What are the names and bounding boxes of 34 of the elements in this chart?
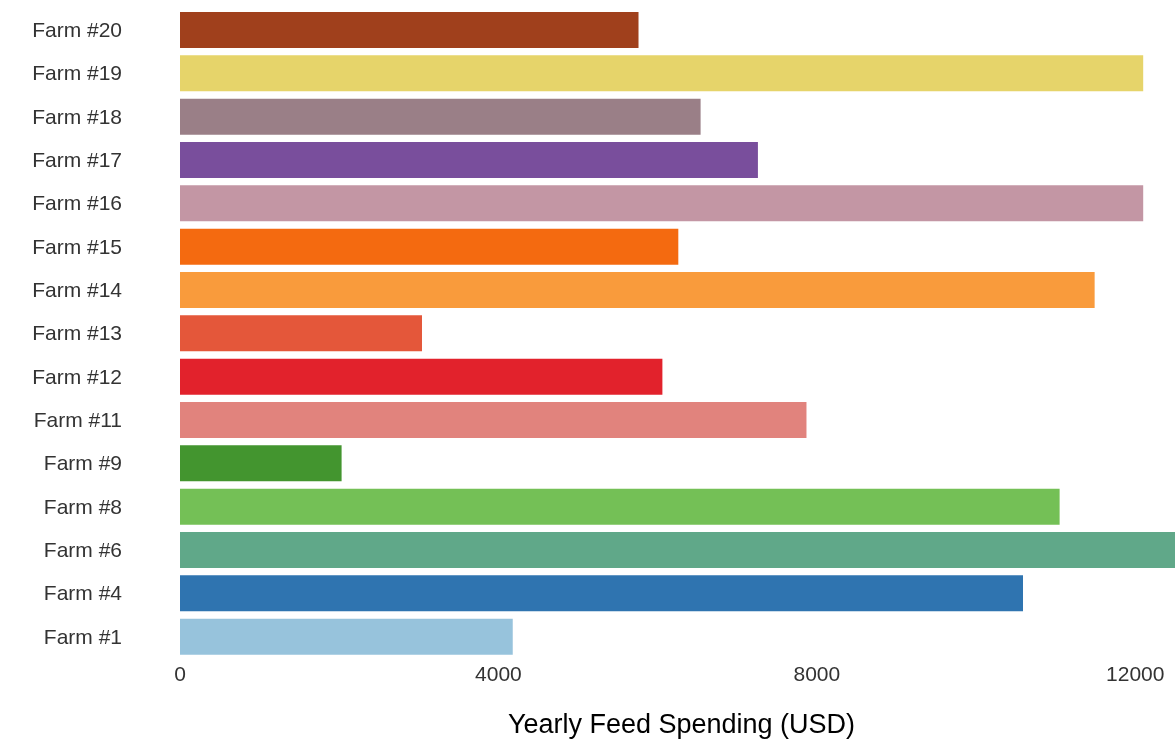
y-tick-label: Farm #14 — [32, 278, 123, 302]
bar — [180, 228, 679, 265]
bar — [180, 272, 1095, 308]
bar — [180, 358, 663, 395]
x-tick-label: 8000 — [793, 661, 841, 685]
bar — [180, 55, 1144, 92]
y-tick-label: Farm #4 — [43, 581, 123, 605]
y-tick-label: Farm #9 — [43, 451, 122, 475]
x-tick-label: 4000 — [475, 661, 522, 685]
bar — [180, 315, 422, 352]
x-tick-label: 0 — [174, 661, 186, 685]
bar — [180, 402, 807, 438]
y-tick-label: Farm #15 — [32, 234, 122, 258]
y-tick-label: Farm #12 — [32, 364, 122, 388]
y-tick-label: Farm #20 — [32, 18, 122, 42]
y-tick-label: Farm #6 — [43, 538, 122, 562]
bar — [180, 488, 1060, 525]
bar — [180, 445, 342, 482]
bar — [180, 98, 701, 135]
bar — [180, 12, 639, 48]
y-tick-label: Farm #11 — [33, 408, 122, 432]
x-tick-label: 12000 — [1106, 661, 1165, 685]
y-tick-label: Farm #8 — [43, 494, 122, 518]
y-tick-label: Farm #13 — [32, 321, 122, 345]
x-axis-title: Yearly Feed Spending (USD) — [507, 709, 856, 739]
y-tick-label: Farm #1 — [43, 624, 122, 648]
y-tick-label: Farm #17 — [32, 148, 122, 172]
bar — [180, 575, 1023, 612]
bar — [180, 142, 758, 178]
y-tick-label: Farm #19 — [32, 61, 122, 85]
y-tick-label: Farm #16 — [32, 191, 122, 215]
bar — [180, 185, 1144, 222]
y-tick-label: Farm #18 — [32, 104, 122, 128]
bar — [180, 618, 513, 655]
